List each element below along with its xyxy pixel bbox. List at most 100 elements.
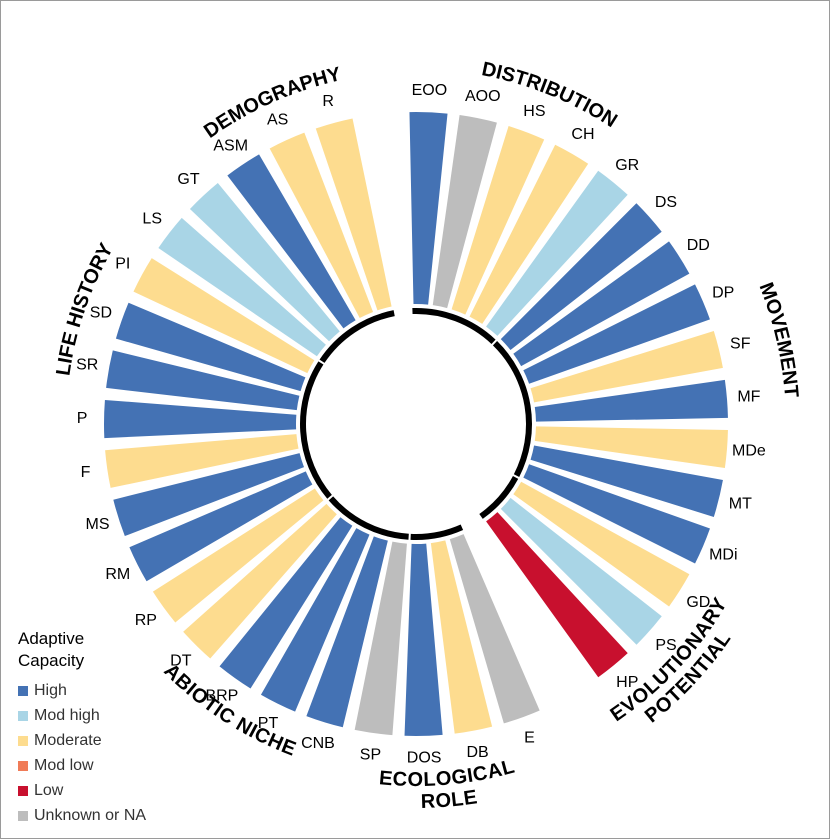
bar-gt [189,183,340,342]
bar-mdi [523,464,710,564]
bar-sp [354,541,407,736]
bar-ls [158,217,326,357]
bar-label-ms: MS [86,516,110,533]
bar-rm [129,471,313,582]
bar-label-hp: HP [616,674,638,691]
bar-dos [404,543,443,736]
bar-label-r: R [322,93,334,110]
group-title-text-ecological-role: ECOLOGICAL [378,755,516,790]
bar-label-mt: MT [729,495,752,512]
bar-sf [530,330,723,403]
category-labels-layer: EOO AOO HS CH GR DS DD DP SF MF MDe MT MDi GD PS HP E DB D… [76,82,766,767]
bar-label-asm: ASM [213,138,248,155]
bar-mde [534,426,728,469]
bar-asm [227,154,356,329]
bar-label-ds: DS [655,194,677,211]
bar-brp [219,517,353,689]
bar-label-hs: HS [523,103,545,120]
bar-label-sf: SF [730,336,751,353]
ring-segment-abiotic-niche [328,496,409,540]
bar-label-dp: DP [712,285,734,302]
legend-swatch-mod-high [18,710,28,721]
bar-label-rm: RM [105,566,130,583]
bar-r [315,118,392,311]
bar-label-sr: SR [76,357,98,374]
bar-label-pi: PI [115,256,130,273]
bar-label-gr: GR [615,157,639,174]
bar-label-ps: PS [655,637,676,654]
legend-label-low: Low [34,781,64,799]
bar-ps [500,497,662,645]
bar-label-eoo: EOO [412,82,448,99]
bar-label-p: P [77,410,88,427]
bar-gr [486,170,628,336]
bar-db [430,540,493,734]
bar-label-mde: MDe [732,442,766,459]
bar-label-dd: DD [687,237,710,254]
bar-eoo [409,111,448,305]
bar-e [449,534,540,724]
bar-label-brp: BRP [205,687,238,704]
bar-label-ch: CH [571,126,594,143]
bar-label-mf: MF [737,389,760,406]
bar-ch [469,144,589,324]
legend-label-moderate: Moderate [34,731,102,749]
bar-sd [115,302,306,392]
bar-label-dos: DOS [407,749,442,766]
bar-label-cnb: CNB [301,735,335,752]
bar-gd [513,481,690,607]
bar-pi [133,258,315,374]
bar-label-aoo: AOO [465,88,501,105]
legend-title: Adaptive Capacity [18,629,85,670]
ring-segment-life-history [300,361,332,499]
bar-label-dt: DT [170,653,192,670]
bar-mf [534,379,728,422]
bar-label-e: E [524,730,535,747]
ring-segment-distribution [412,308,496,344]
bar-label-gd: GD [686,594,710,611]
bar-label-db: DB [466,744,488,761]
bar-sr [106,350,300,411]
bar-label-pt: PT [258,715,279,732]
bar-f [105,434,299,488]
bar-ds [500,203,662,351]
legend-item-low: Low [18,778,146,803]
group-title-text-movement: MOVEMENT [755,280,802,399]
bar-mt [530,445,723,517]
bar-label-f: F [81,464,91,481]
legend-swatch-unknown [18,810,28,821]
legend-swatch-mod-low [18,760,28,771]
legend-swatch-high [18,685,28,696]
ring-segment-evolutionary-potential [479,475,519,519]
bar-pt [260,528,370,712]
bar-cnb [306,536,388,728]
bar-aoo [432,115,497,309]
bar-label-ls: LS [142,211,162,228]
legend-item-mod-low: Mod low [18,753,146,778]
bar-ms [113,453,305,537]
bar-as [269,132,374,319]
legend-swatch-low [18,785,28,796]
legend-swatch-moderate [18,735,28,746]
legend-item-mod-high: Mod high [18,703,146,728]
legend-item-moderate: Moderate [18,728,146,753]
legend-item-unknown: Unknown or NA [18,803,146,828]
bar-label-gt: GT [177,171,199,188]
legend-label-mod-low: Mod low [34,756,94,774]
bar-dt [183,503,337,659]
legend-item-high: High [18,678,146,703]
ring-segment-movement [492,341,532,477]
bar-label-rp: RP [135,612,157,629]
inner-ring-layer [300,308,532,540]
bar-hp [486,512,628,678]
ring-segment-ecological-role [410,524,464,540]
ring-segment-demography [319,310,395,363]
bar-label-mdi: MDi [709,546,737,563]
bar-p [103,399,297,439]
group-title-text-distribution: DISTRIBUTION [480,58,621,132]
bar-rp [152,488,324,623]
bar-label-sd: SD [90,305,112,322]
bar-dp [523,284,710,384]
legend-label-high: High [34,681,67,699]
